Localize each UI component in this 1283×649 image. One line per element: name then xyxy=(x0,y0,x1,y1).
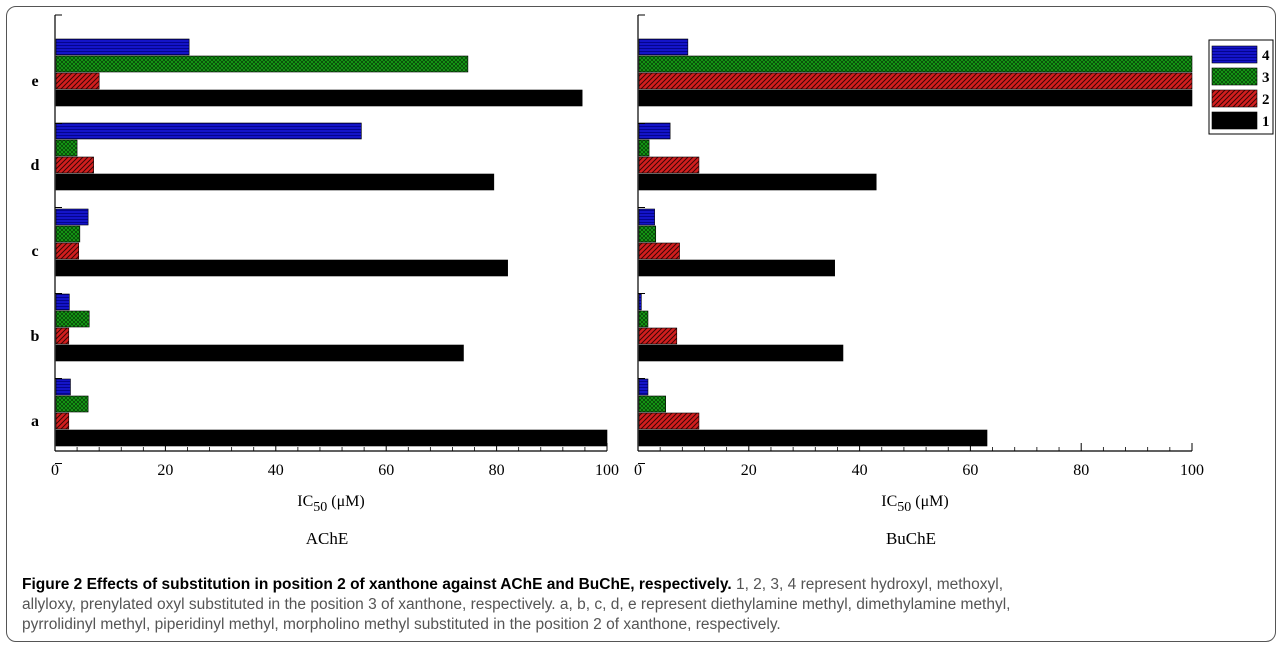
buche-panel-title: BuChE xyxy=(886,529,936,548)
figure-caption: Figure 2 Effects of substitution in posi… xyxy=(22,575,1267,635)
buche-x-axis-label: IC50 (μM) xyxy=(881,493,948,515)
ache-x-tick-label: 80 xyxy=(489,462,505,479)
ache-bar-a-series-4 xyxy=(55,378,71,396)
buche-bar-a-series-3 xyxy=(638,395,667,413)
buche-bar-b-series-4 xyxy=(638,293,642,311)
ache-panel: 0 20 40 60 80 100 a b c d e IC50 (μM) AChE xyxy=(31,14,619,548)
ache-x-axis-label: IC50 (μM) xyxy=(297,493,364,515)
legend-label-1: 1 xyxy=(1262,114,1270,130)
caption-line-3: pyrrolidinyl methyl, piperidinyl methyl,… xyxy=(22,616,781,633)
buche-bar-d-series-3 xyxy=(638,139,650,157)
ache-bar-c-series-3 xyxy=(55,225,81,243)
buche-bar-c-series-1 xyxy=(638,259,835,277)
ache-x-tick-label: 60 xyxy=(378,462,394,479)
buche-bar-d-series-1 xyxy=(638,173,877,191)
legend-swatch-3 xyxy=(1211,67,1258,86)
buche-bar-a-series-2 xyxy=(638,412,700,430)
buche-x-tick-label: 60 xyxy=(962,462,978,479)
buche-bar-c-series-2 xyxy=(638,242,680,260)
ache-bar-d-series-1 xyxy=(55,173,495,191)
ache-bar-e-series-3 xyxy=(55,55,469,73)
buche-bar-b-series-3 xyxy=(638,310,649,328)
ache-category-label-e: e xyxy=(31,73,38,90)
legend-swatch-1 xyxy=(1211,111,1258,130)
buche-bar-c-series-3 xyxy=(638,225,657,243)
buche-bar-c-series-4 xyxy=(638,208,655,226)
ache-bar-b-series-4 xyxy=(55,293,70,311)
caption-line-2: allyloxy, prenylated oxyl substituted in… xyxy=(22,596,1011,613)
ache-bar-b-series-1 xyxy=(55,344,464,362)
legend-label-3: 3 xyxy=(1262,70,1270,86)
ache-bar-a-series-1 xyxy=(55,429,608,447)
buche-bar-e-series-4 xyxy=(638,38,689,56)
legend-label-2: 2 xyxy=(1262,92,1270,108)
ache-category-label-d: d xyxy=(31,157,40,174)
buche-bar-d-series-4 xyxy=(638,122,671,140)
buche-bar-b-series-2 xyxy=(638,327,678,345)
buche-bar-e-series-1 xyxy=(638,89,1193,107)
buche-x-tick-label: 100 xyxy=(1180,462,1204,479)
ache-bar-b-series-3 xyxy=(55,310,90,328)
ache-bar-b-series-2 xyxy=(55,327,70,345)
ache-category-label-a: a xyxy=(31,413,39,430)
legend-label-4: 4 xyxy=(1262,48,1270,64)
ache-bar-d-series-3 xyxy=(55,139,78,157)
buche-panel: 0 20 40 60 80 100 IC50 (μM) BuChE xyxy=(634,14,1204,548)
ache-bar-e-series-2 xyxy=(55,72,100,90)
ache-bar-c-series-1 xyxy=(55,259,508,277)
ache-x-tick-label: 20 xyxy=(157,462,173,479)
ache-bar-c-series-2 xyxy=(55,242,80,260)
buche-bar-a-series-4 xyxy=(638,378,649,396)
legend-swatch-4 xyxy=(1211,45,1258,64)
buche-x-tick-label: 80 xyxy=(1073,462,1089,479)
ache-bar-d-series-4 xyxy=(55,122,362,140)
caption-title: Figure 2 Effects of substitution in posi… xyxy=(22,576,732,593)
buche-bar-a-series-1 xyxy=(638,429,988,447)
caption-line-1: 1, 2, 3, 4 represent hydroxyl, methoxyl, xyxy=(735,576,1004,593)
ache-x-tick-label: 40 xyxy=(268,462,284,479)
ache-x-tick-label: 0 xyxy=(51,462,59,479)
ache-x-tick-label: 100 xyxy=(595,462,619,479)
buche-bar-e-series-3 xyxy=(638,55,1193,73)
figure-chart: 0 20 40 60 80 100 a b c d e IC50 (μM) AChE 0 20 40 60 80 1… xyxy=(31,14,1274,548)
ache-panel-title: AChE xyxy=(306,529,349,548)
buche-bar-b-series-1 xyxy=(638,344,844,362)
ache-bar-e-series-4 xyxy=(55,38,190,56)
ache-bar-e-series-1 xyxy=(55,89,583,107)
buche-bar-d-series-2 xyxy=(638,156,700,174)
buche-x-tick-label: 20 xyxy=(741,462,757,479)
legend: 4 3 2 1 xyxy=(1208,39,1274,135)
ache-bar-d-series-2 xyxy=(55,156,94,174)
ache-category-label-b: b xyxy=(31,328,40,345)
ache-bar-a-series-3 xyxy=(55,395,89,413)
buche-x-tick-label: 0 xyxy=(634,462,642,479)
legend-swatch-2 xyxy=(1211,89,1258,108)
ache-bar-c-series-4 xyxy=(55,208,89,226)
buche-bar-e-series-2 xyxy=(638,72,1193,90)
buche-x-tick-label: 40 xyxy=(852,462,868,479)
ache-category-label-c: c xyxy=(31,243,38,260)
ache-bar-a-series-2 xyxy=(55,412,70,430)
